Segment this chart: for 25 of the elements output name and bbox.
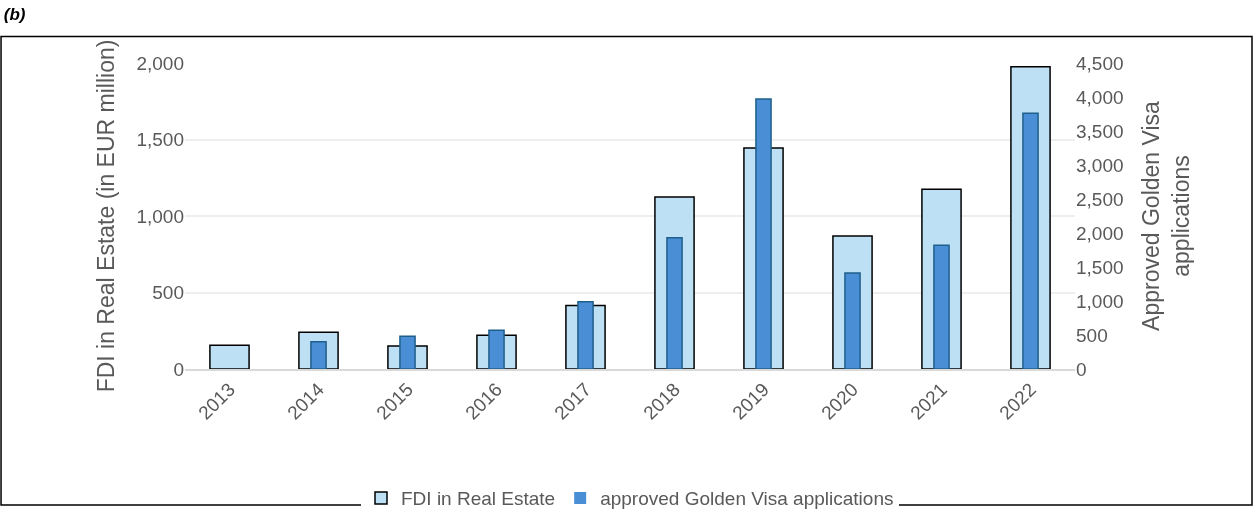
y2-tick-label: 1,500	[1076, 256, 1124, 278]
y2-tick-label: 1,000	[1076, 290, 1124, 312]
y2-tick-label: 3,000	[1076, 154, 1124, 176]
y-tick-label: 1,500	[136, 129, 184, 151]
y-tick-label: 0	[173, 358, 184, 380]
y-tick-label: 2,000	[136, 52, 184, 74]
text: (b)	[3, 4, 26, 24]
y2-tick-label: 4,500	[1076, 52, 1124, 74]
y-tick-label: 500	[152, 282, 184, 304]
y-axis-title: FDI in Real Estate (in EUR million)	[92, 39, 119, 393]
legend-label: FDI in Real Estate	[401, 488, 556, 510]
bar	[933, 244, 950, 369]
y2-tick-label: 0	[1076, 358, 1087, 380]
bar	[666, 237, 683, 369]
legend-label: approved Golden Visa applications	[600, 488, 894, 510]
y2-tick-label: 2,500	[1076, 188, 1124, 210]
bar	[844, 272, 861, 369]
y2-tick-label: 2,000	[1076, 222, 1124, 244]
bar	[209, 344, 250, 369]
y2-tick-label: 4,000	[1076, 86, 1124, 108]
y2-tick-label: 500	[1076, 324, 1108, 346]
y-tick-label: 1,000	[136, 205, 184, 227]
bar	[310, 341, 327, 369]
y2-tick-label: 3,500	[1076, 120, 1124, 142]
y2-axis-title: Approved Golden Visa applications	[1138, 100, 1195, 331]
